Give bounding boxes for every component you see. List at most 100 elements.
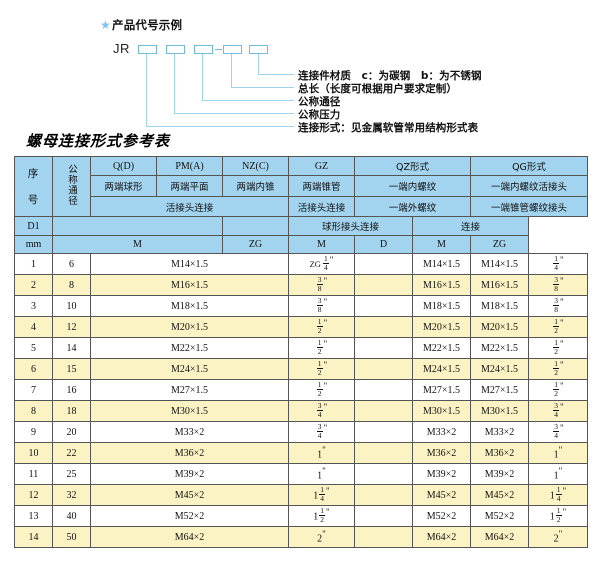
inch-mark: ": [560, 254, 564, 265]
cell-seq: 6: [14, 358, 53, 380]
cell-thread-m-qz: [354, 358, 413, 380]
cell-thread-zg-gz: ZG 1 4 ": [288, 253, 355, 275]
table-row: 5 14 M22×1.5 1 2 " M22×1.5 M22×1.5 1 2 ": [14, 337, 588, 359]
annotation-material: 连接件材质 c：为碳钢 b：为不锈钢: [298, 70, 482, 82]
cell-thread-m-left: M52×2: [90, 505, 289, 527]
inch-mark: ": [323, 401, 328, 412]
fraction-numerator: 3: [316, 296, 323, 307]
code-box-3: [194, 45, 213, 54]
header-thread-d-qz: D: [354, 235, 413, 254]
cell-thread-m-qg: M36×2: [470, 442, 529, 464]
header-endtype-qg: 一端内螺纹活接头: [470, 175, 588, 197]
cell-thread-m-left: M36×2: [90, 442, 289, 464]
inch-mark: ": [562, 485, 567, 496]
fraction-denominator: 2: [554, 368, 559, 378]
cell-seq: 5: [14, 337, 53, 359]
table-row: 1 6 M14×1.5 ZG 1 4 " M14×1.5 M14×1.5 1 4 ": [14, 253, 588, 275]
cell-nominal-bore: 20: [52, 421, 91, 443]
header-group-qg: QG形式: [470, 156, 588, 176]
header-endtype-nzc: 两端内锥: [222, 175, 289, 197]
cell-thread-m-qg: M64×2: [470, 526, 529, 548]
cell-thread-zg-qg: 1 2 ": [528, 379, 588, 401]
fraction-denominator: 4: [554, 263, 559, 273]
cell-thread-d-qz: M45×2: [412, 484, 471, 506]
leader-line-1-vertical: [258, 54, 259, 74]
fraction-numerator: 1: [553, 380, 560, 391]
product-code-diagram: ★ 产品代号示例 JR 连接件材质 c：为碳钢 b：为不锈钢 总长（长度可根据用…: [0, 0, 600, 134]
cell-thread-d-qz: M39×2: [412, 463, 471, 485]
cell-nominal-bore: 40: [52, 505, 91, 527]
table-row: 6 15 M24×1.5 1 2 " M24×1.5 M24×1.5 1 2 ": [14, 358, 588, 380]
inch-mark: ": [323, 422, 328, 433]
fraction-numerator: 1: [553, 317, 560, 328]
cell-thread-d-qz: M16×1.5: [412, 274, 471, 296]
header-d1-qg-connect: 连接: [412, 216, 529, 236]
cell-seq: 14: [14, 526, 53, 548]
header-d1-left-blank: [52, 216, 223, 236]
fraction-numerator: 1: [316, 338, 323, 349]
diagram-title: 产品代号示例: [112, 18, 183, 32]
cell-thread-d-qz: M33×2: [412, 421, 471, 443]
inch-mark: ": [558, 445, 563, 456]
fraction-denominator: 4: [317, 410, 322, 420]
cell-seq: 10: [14, 442, 53, 464]
header-conn-union-gz: 活接头连接: [288, 196, 355, 217]
cell-thread-zg-qg: 1": [528, 442, 588, 464]
fraction-denominator: 2: [317, 389, 322, 399]
header-endtype-qd: 两端球形: [90, 175, 157, 197]
fraction-numerator: 1: [553, 338, 560, 349]
cell-thread-m-qg: M24×1.5: [470, 358, 529, 380]
cell-nominal-bore: 22: [52, 442, 91, 464]
inch-mark: ": [560, 380, 564, 391]
fraction-denominator: 4: [317, 431, 322, 441]
cell-thread-m-qz: [354, 253, 413, 275]
cell-thread-d-qz: M27×1.5: [412, 379, 471, 401]
cell-thread-m-left: M18×1.5: [90, 295, 289, 317]
cell-thread-m-qz: [354, 526, 413, 548]
cell-nominal-bore: 32: [52, 484, 91, 506]
leader-line-5-horizontal: [146, 126, 294, 127]
cell-thread-m-left: M20×1.5: [90, 316, 289, 338]
leader-line-3-horizontal: [202, 100, 294, 101]
fraction-denominator: 2: [317, 347, 322, 357]
fraction-denominator: 4: [320, 494, 325, 504]
inch-mark: ": [560, 338, 564, 349]
cell-thread-d-qz: M14×1.5: [412, 253, 471, 275]
cell-seq: 4: [14, 316, 53, 338]
cell-thread-m-qg: M14×1.5: [470, 253, 529, 275]
fraction-denominator: 4: [323, 263, 328, 273]
table-row: 3 10 M18×1.5 3 8 " M18×1.5 M18×1.5 3 8 ": [14, 295, 588, 317]
header-group-qd: Q(D): [90, 156, 157, 176]
cell-thread-m-qg: M16×1.5: [470, 274, 529, 296]
cell-thread-m-qg: M33×2: [470, 421, 529, 443]
leader-line-3-vertical: [202, 54, 203, 100]
fraction-numerator: 1: [553, 254, 560, 265]
header-group-pma: PM(A): [156, 156, 223, 176]
inch-mark: ": [329, 254, 334, 265]
cell-thread-zg-gz: 3 8 ": [288, 274, 355, 296]
cell-thread-zg-qg: 1 4 ": [528, 253, 588, 275]
cell-thread-m-qg: M45×2: [470, 484, 529, 506]
cell-thread-m-qz: [354, 400, 413, 422]
inch-mark: ": [323, 338, 328, 349]
cell-nominal-bore: 8: [52, 274, 91, 296]
header-thread-m-left: M: [52, 235, 223, 254]
code-separator-dash: [215, 49, 222, 50]
fraction-denominator: 8: [317, 305, 322, 315]
leader-line-2-vertical: [231, 54, 232, 87]
cell-nominal-bore: 12: [52, 316, 91, 338]
cell-nominal-bore: 25: [52, 463, 91, 485]
cell-seq: 12: [14, 484, 53, 506]
fraction-numerator: 1: [322, 254, 329, 265]
cell-thread-m-qz: [354, 505, 413, 527]
